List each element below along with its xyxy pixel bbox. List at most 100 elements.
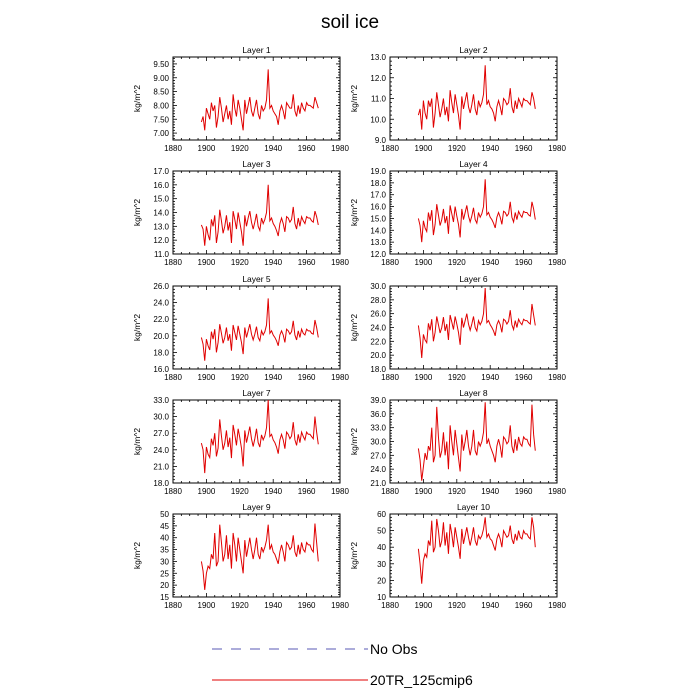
x-tick-label: 1960 [515, 258, 533, 267]
x-tick-label: 1980 [548, 601, 566, 610]
x-tick-label: 1920 [231, 258, 249, 267]
y-axis-label: kg/m^2 [349, 314, 359, 341]
x-tick-label: 1980 [548, 258, 566, 267]
y-tick-label: 16.0 [153, 181, 169, 190]
y-tick-label: 24.0 [370, 465, 386, 474]
x-tick-label: 1880 [381, 373, 399, 382]
y-tick-label: 17.0 [153, 167, 169, 176]
y-tick-label: 40 [377, 543, 386, 552]
x-tick-label: 1880 [164, 144, 182, 153]
y-tick-label: 8.00 [153, 101, 169, 110]
x-tick-label: 1920 [448, 373, 466, 382]
x-tick-label: 1980 [548, 144, 566, 153]
y-tick-label: 50 [377, 527, 386, 536]
legend-label-no-obs: No Obs [370, 641, 417, 657]
y-axis-label: kg/m^2 [132, 85, 142, 112]
x-tick-label: 1920 [231, 144, 249, 153]
y-tick-label: 30.0 [370, 282, 386, 291]
x-tick-label: 1980 [331, 487, 349, 496]
panel-title: Layer 4 [459, 159, 488, 169]
x-tick-label: 1880 [381, 144, 399, 153]
x-tick-label: 1900 [198, 487, 216, 496]
panel-layer-7: Layer 7 kg/m^2 1880 1900 1920 1940 1960 1980 18.… [132, 388, 349, 496]
x-tick-label: 1880 [164, 258, 182, 267]
y-tick-label: 14.0 [370, 226, 386, 235]
y-tick-label: 18.0 [370, 179, 386, 188]
legend: No Obs 20TR_125cmip6 [212, 641, 473, 688]
x-tick-label: 1920 [231, 487, 249, 496]
x-tick-label: 1900 [415, 144, 433, 153]
panel-title: Layer 1 [242, 45, 271, 55]
y-tick-label: 21.0 [153, 462, 169, 471]
x-tick-label: 1920 [231, 601, 249, 610]
y-axis-label: kg/m^2 [349, 85, 359, 112]
x-tick-label: 1960 [515, 144, 533, 153]
y-tick-label: 25 [160, 569, 169, 578]
y-tick-label: 20.0 [153, 332, 169, 341]
y-tick-label: 12.0 [370, 250, 386, 259]
x-tick-label: 1900 [198, 258, 216, 267]
y-tick-label: 11.0 [371, 95, 387, 104]
y-tick-label: 17.0 [370, 191, 386, 200]
x-tick-label: 1980 [331, 601, 349, 610]
y-tick-label: 30.0 [153, 413, 169, 422]
x-tick-label: 1880 [381, 487, 399, 496]
series-line-20tr-125cmip6 [417, 288, 536, 358]
y-tick-label: 26.0 [153, 282, 169, 291]
x-tick-label: 1880 [164, 373, 182, 382]
panel-title: Layer 6 [459, 274, 488, 284]
y-tick-label: 11.0 [154, 250, 170, 259]
panel-title: Layer 9 [242, 502, 271, 512]
y-tick-label: 10.0 [370, 115, 386, 124]
y-tick-label: 20 [377, 576, 386, 585]
panel-layer-10: Layer 10 kg/m^2 1880 1900 1920 1940 1960 1980 10… [349, 502, 566, 610]
panel-layer-1: Layer 1 kg/m^2 1880 1900 1920 1940 1960 1980 7.0… [132, 45, 349, 153]
y-tick-label: 39.0 [370, 396, 386, 405]
y-axis-label: kg/m^2 [349, 428, 359, 455]
panel-layer-3: Layer 3 kg/m^2 1880 1900 1920 1940 1960 1980 11.… [132, 159, 349, 267]
y-tick-label: 18.0 [153, 479, 169, 488]
x-tick-label: 1900 [415, 373, 433, 382]
panel-layer-6: Layer 6 kg/m^2 1880 1900 1920 1940 1960 1980 18.… [349, 274, 566, 382]
x-tick-label: 1940 [264, 258, 282, 267]
x-tick-label: 1900 [198, 601, 216, 610]
series-line-20tr-125cmip6 [200, 184, 319, 246]
x-tick-label: 1960 [298, 373, 316, 382]
x-tick-label: 1880 [164, 487, 182, 496]
x-tick-label: 1940 [264, 601, 282, 610]
x-tick-label: 1940 [481, 601, 499, 610]
y-axis-label: kg/m^2 [132, 542, 142, 569]
y-tick-label: 19.0 [370, 167, 386, 176]
x-tick-label: 1920 [231, 373, 249, 382]
x-tick-label: 1900 [415, 258, 433, 267]
y-tick-label: 9.00 [153, 74, 169, 83]
x-tick-label: 1940 [481, 144, 499, 153]
x-tick-label: 1920 [448, 144, 466, 153]
x-tick-label: 1980 [331, 144, 349, 153]
panel-layer-5: Layer 5 kg/m^2 1880 1900 1920 1940 1960 1980 16.… [132, 274, 349, 382]
x-tick-label: 1980 [548, 487, 566, 496]
y-tick-label: 33.0 [370, 424, 386, 433]
y-tick-label: 26.0 [370, 310, 386, 319]
axes-frame [389, 285, 558, 370]
y-tick-label: 24.0 [153, 299, 169, 308]
x-tick-label: 1900 [198, 144, 216, 153]
y-tick-label: 27.0 [153, 429, 169, 438]
axes-frame [172, 399, 341, 484]
y-tick-label: 9.0 [375, 136, 387, 145]
x-tick-label: 1940 [264, 487, 282, 496]
axes-frame [389, 513, 558, 598]
x-tick-label: 1960 [515, 487, 533, 496]
y-tick-label: 8.50 [153, 88, 169, 97]
y-tick-label: 15.0 [370, 214, 386, 223]
series-line-20tr-125cmip6 [200, 399, 319, 474]
y-axis-label: kg/m^2 [132, 428, 142, 455]
series-line-20tr-125cmip6 [417, 402, 536, 481]
x-tick-label: 1980 [548, 373, 566, 382]
y-tick-label: 9.50 [153, 60, 169, 69]
x-tick-label: 1960 [298, 144, 316, 153]
y-tick-label: 12.0 [370, 74, 386, 83]
y-tick-label: 7.00 [153, 129, 169, 138]
legend-label-20tr: 20TR_125cmip6 [370, 672, 473, 688]
